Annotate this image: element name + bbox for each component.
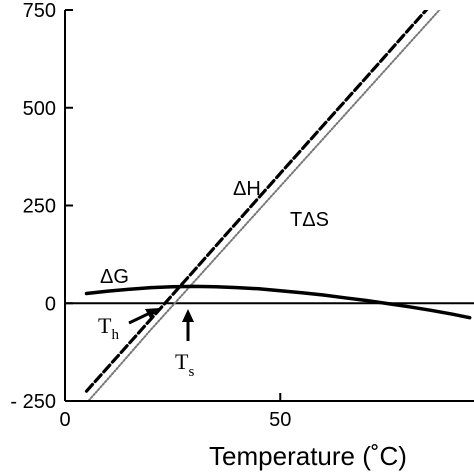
x-axis-title: Temperature (˚C) (209, 441, 407, 471)
x-tick-label: 0 (59, 409, 70, 431)
series-line-1 (86, 10, 441, 401)
y-tick-label: 750 (23, 0, 56, 22)
series-layer (84, 10, 472, 401)
annotation-th-label: Th (98, 313, 119, 343)
x-tick-label: 50 (269, 409, 291, 431)
annotation-ts-label: Ts (175, 349, 194, 380)
annotation-th-main: T (98, 313, 112, 338)
y-tick-label: - 250 (10, 391, 56, 413)
y-tick-label: 0 (45, 293, 56, 315)
series-label-dg: ΔG (100, 266, 129, 288)
y-tick-label: 250 (23, 196, 56, 218)
annotation-th-sub: h (111, 327, 119, 343)
annotation-ts-main: T (175, 349, 189, 374)
series-label-dh: ΔH (233, 178, 261, 200)
annotation-ts-sub: s (188, 364, 194, 380)
series-label-tds: TΔS (290, 209, 329, 231)
series-line-2 (84, 284, 472, 320)
annotation-ts-arrow (182, 309, 194, 341)
annotation-th-arrow (128, 308, 160, 325)
series-line-0 (84, 10, 429, 393)
y-tick-label: 500 (23, 98, 56, 120)
